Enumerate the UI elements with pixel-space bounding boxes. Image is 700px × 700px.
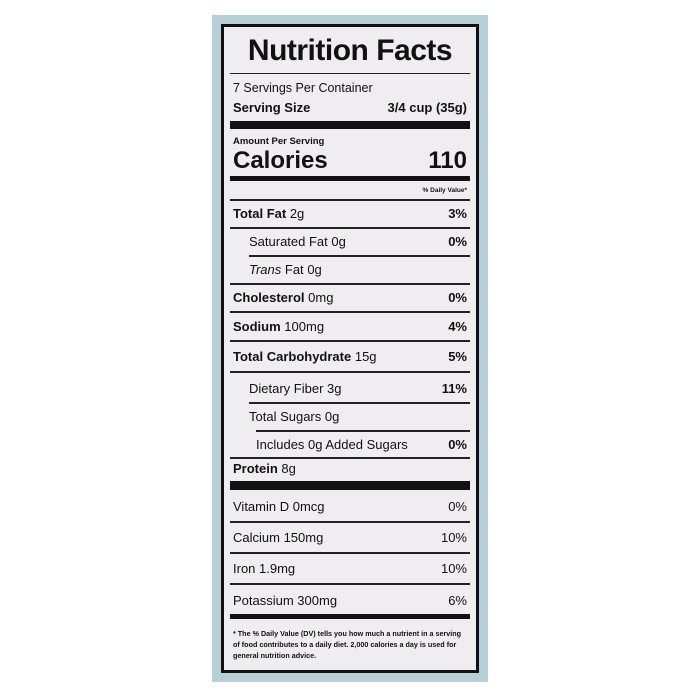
nutrient-name: Saturated Fat <box>249 234 328 249</box>
vitamin-row: Iron 1.9mg 10% <box>233 560 467 578</box>
serving-size-value: 3/4 cup (35g) <box>387 100 467 115</box>
rule <box>230 583 470 585</box>
nutrient-dv: 0% <box>448 437 467 452</box>
servings: 7 Servings Per Container <box>233 81 373 95</box>
rule <box>256 430 470 432</box>
nutrient-dv: 3% <box>448 206 467 221</box>
vitamin-dv: 10% <box>440 561 467 576</box>
nutrient-name: Total Carbohydrate <box>233 349 352 364</box>
nutrient-amount: 0g <box>307 262 322 277</box>
medium-bar <box>230 176 470 181</box>
vitamin-name: Vitamin D 0mcg <box>233 499 325 514</box>
nutrient-amount: 8g <box>281 461 296 476</box>
nutrient-name: Sodium <box>233 319 281 334</box>
nutrient-amount: 0g <box>331 234 346 249</box>
nutrient-prefix: Trans <box>249 262 282 277</box>
vitamin-dv: 10% <box>440 530 467 545</box>
medium-bar <box>230 614 470 619</box>
nutrient-row: Total Fat 2g 3% <box>233 205 467 223</box>
nutrient-row: Total Carbohydrate 15g 5% <box>233 348 467 366</box>
daily-value-heading: % Daily Value* <box>422 187 467 194</box>
nutrient-row: Saturated Fat 0g 0% <box>249 233 467 251</box>
thick-bar <box>230 481 470 490</box>
rule <box>230 340 470 342</box>
nutrient-name: Cholesterol <box>233 290 305 305</box>
nutrient-name: Fat <box>284 262 304 277</box>
thick-bar <box>230 121 470 129</box>
nutrient-row: Trans Fat 0g <box>249 261 467 279</box>
nutrient-name: Includes 0g Added Sugars <box>256 437 408 452</box>
calories-label: Calories <box>233 147 328 174</box>
nutrient-name: Dietary Fiber <box>249 381 324 396</box>
vitamin-row: Potassium 300mg 6% <box>233 592 467 610</box>
nutrient-row: Sodium 100mg 4% <box>233 318 467 336</box>
calories-value: 110 <box>428 147 467 174</box>
nutrient-dv: 0% <box>448 234 467 249</box>
rule <box>249 402 470 404</box>
nutrient-dv: 0% <box>448 290 467 305</box>
vitamin-name: Calcium 150mg <box>233 530 324 545</box>
nutrient-amount: 0mg <box>308 290 334 305</box>
rule <box>230 227 470 229</box>
vitamin-row: Calcium 150mg 10% <box>233 529 467 547</box>
vitamin-name: Iron 1.9mg <box>233 561 296 576</box>
vitamin-row: Vitamin D 0mcg 0% <box>233 498 467 516</box>
nutrient-name: Total Sugars <box>249 409 322 424</box>
nutrient-dv: 5% <box>448 349 467 364</box>
amount-per-serving: Amount Per Serving <box>233 136 325 147</box>
nutrient-dv: 4% <box>448 319 467 334</box>
nutrient-name: Total Fat <box>233 206 287 221</box>
nutrient-row: Protein 8g <box>233 460 467 478</box>
nutrient-amount: 0g <box>324 409 340 424</box>
title: Nutrition Facts <box>247 34 453 67</box>
vitamin-dv: 6% <box>448 593 467 608</box>
serving-size: Serving Size 3/4 cup (35g) <box>233 99 467 117</box>
calories: Calories 110 <box>233 148 467 174</box>
rule <box>230 283 470 285</box>
rule <box>230 371 470 373</box>
rule <box>230 73 470 74</box>
nutrient-row: Total Sugars 0g <box>249 408 467 426</box>
nutrient-amount: 15g <box>354 349 377 364</box>
serving-size-label: Serving Size <box>233 100 311 115</box>
rule <box>230 552 470 554</box>
rule <box>230 311 470 313</box>
nutrient-name: Protein <box>233 461 278 476</box>
nutrient-amount: 2g <box>289 206 305 221</box>
nutrient-amount: 100mg <box>284 319 325 334</box>
vitamin-dv: 0% <box>448 499 467 514</box>
nutrient-amount: 3g <box>327 381 342 396</box>
vitamin-name: Potassium 300mg <box>233 593 338 608</box>
nutrient-row: Includes 0g Added Sugars 0% <box>256 436 467 454</box>
nutrient-dv: 11% <box>441 381 467 396</box>
rule <box>249 255 470 257</box>
footnote: * The % Daily Value (DV) tells you how m… <box>233 629 462 660</box>
nutrient-row: Dietary Fiber 3g 11% <box>249 380 467 398</box>
rule <box>230 521 470 523</box>
nutrient-row: Cholesterol 0mg 0% <box>233 289 467 307</box>
rule <box>230 199 470 201</box>
label-panel <box>221 24 479 673</box>
rule <box>230 457 470 459</box>
